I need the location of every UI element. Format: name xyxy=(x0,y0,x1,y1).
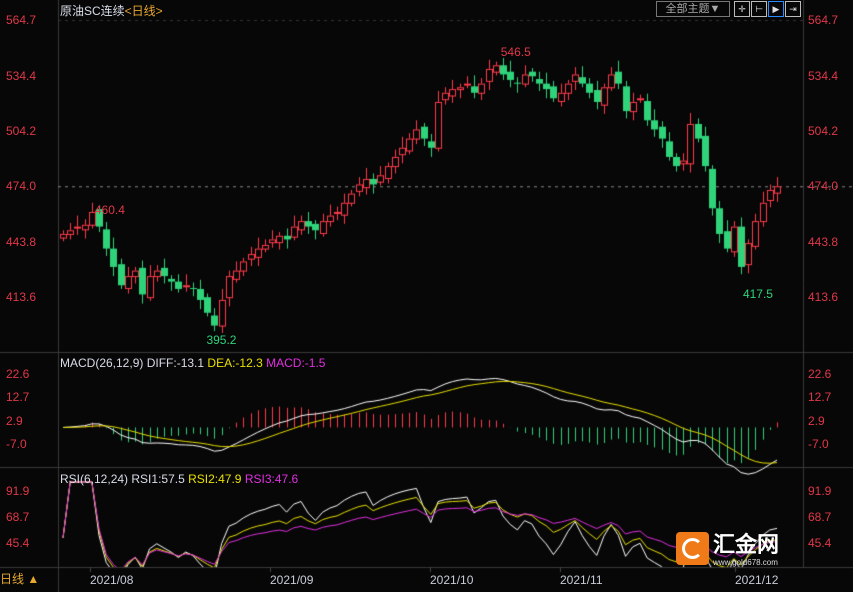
price-axis-label-left: 413.6 xyxy=(6,290,37,304)
price-axis-label-left: 504.2 xyxy=(6,123,37,138)
price-axis-label-left: 443.8 xyxy=(6,234,37,249)
high-annotation: 546.5 xyxy=(500,45,531,60)
macd-axis-label-right: 12.7 xyxy=(808,390,832,405)
crosshair-icon[interactable]: ✛ xyxy=(734,1,750,17)
watermark-url: www.gold678.com xyxy=(713,558,778,567)
price-axis-label-right: 474.0 xyxy=(808,179,839,194)
macd-axis-label-left: 12.7 xyxy=(6,390,30,405)
fit-range-icon[interactable]: ⊢ xyxy=(751,1,767,17)
macd-axis-label-left: 2.9 xyxy=(6,413,23,428)
macd-legend: MACD(26,12,9) DIFF:-13.1 DEA:-12.3 MACD:… xyxy=(60,356,325,370)
date-axis-label: 2021/10 xyxy=(430,573,474,587)
rsi-axis-label-right: 68.7 xyxy=(808,509,832,524)
macd-axis-label-right: -7.0 xyxy=(808,437,829,451)
price-axis-label-right: 504.2 xyxy=(808,123,839,138)
price-axis-label-right: 534.4 xyxy=(808,68,839,83)
price-axis-label-left: 564.7 xyxy=(6,13,37,27)
date-axis-label: 2021/09 xyxy=(270,573,314,587)
rsi-legend: RSI(6,12,24) RSI1:57.5 RSI2:47.9 RSI3:47… xyxy=(60,472,298,486)
date-axis-label: 2021/08 xyxy=(90,573,134,587)
rsi-axis-label-left: 91.9 xyxy=(6,484,30,498)
rsi1-value: RSI1:57.5 xyxy=(131,472,185,486)
price-axis-label-left: 474.0 xyxy=(6,179,37,194)
macd-dea: DEA:-12.3 xyxy=(207,356,263,370)
rsi-axis-label-right: 45.4 xyxy=(808,536,832,550)
recent-low-annotation: 417.5 xyxy=(742,286,773,301)
macd-axis-label-left: 22.6 xyxy=(6,367,30,381)
price-axis-label-right: 443.8 xyxy=(808,234,839,249)
price-axis-label-right: 564.7 xyxy=(808,13,839,27)
theme-dropdown[interactable]: 全部主题▼ xyxy=(656,1,730,17)
chart-title: 原油SC连续<日线> xyxy=(60,2,163,19)
price-axis-label-right: 413.6 xyxy=(808,290,839,304)
macd-axis-label-right: 22.6 xyxy=(808,367,832,381)
rsi-label: RSI(6,12,24) xyxy=(60,472,129,486)
gold678-logo-icon xyxy=(676,532,709,565)
rsi2-value: RSI2:47.9 xyxy=(188,472,242,486)
macd-value: MACD:-1.5 xyxy=(266,356,326,370)
instrument-name: 原油SC连续 xyxy=(60,4,125,18)
macd-diff: DIFF:-13.1 xyxy=(146,356,205,370)
macd-label: MACD(26,12,9) xyxy=(60,356,144,370)
rsi-axis-label-left: 68.7 xyxy=(6,509,30,524)
rsi-axis-label-right: 91.9 xyxy=(808,484,832,498)
low-annotation: 395.2 xyxy=(206,332,237,347)
period-toggle-button[interactable]: 日线 ▲ xyxy=(0,572,40,586)
date-axis-label: 2021/11 xyxy=(560,573,603,587)
macd-axis-label-left: -7.0 xyxy=(6,437,27,451)
shift-right-icon[interactable]: ⇥ xyxy=(785,1,801,17)
price-axis-label-left: 534.4 xyxy=(6,68,37,83)
date-axis-label: 2021/12 xyxy=(735,573,779,587)
period-label: <日线> xyxy=(124,4,163,18)
rsi-axis-label-left: 45.4 xyxy=(6,536,30,550)
rsi3-value: RSI3:47.6 xyxy=(244,472,299,486)
macd-axis-label-right: 2.9 xyxy=(808,413,825,428)
play-icon[interactable]: ▶ xyxy=(768,1,784,17)
watermark-brand: 汇金网 xyxy=(713,532,780,557)
local-high-annotation: 460.4 xyxy=(94,203,125,218)
